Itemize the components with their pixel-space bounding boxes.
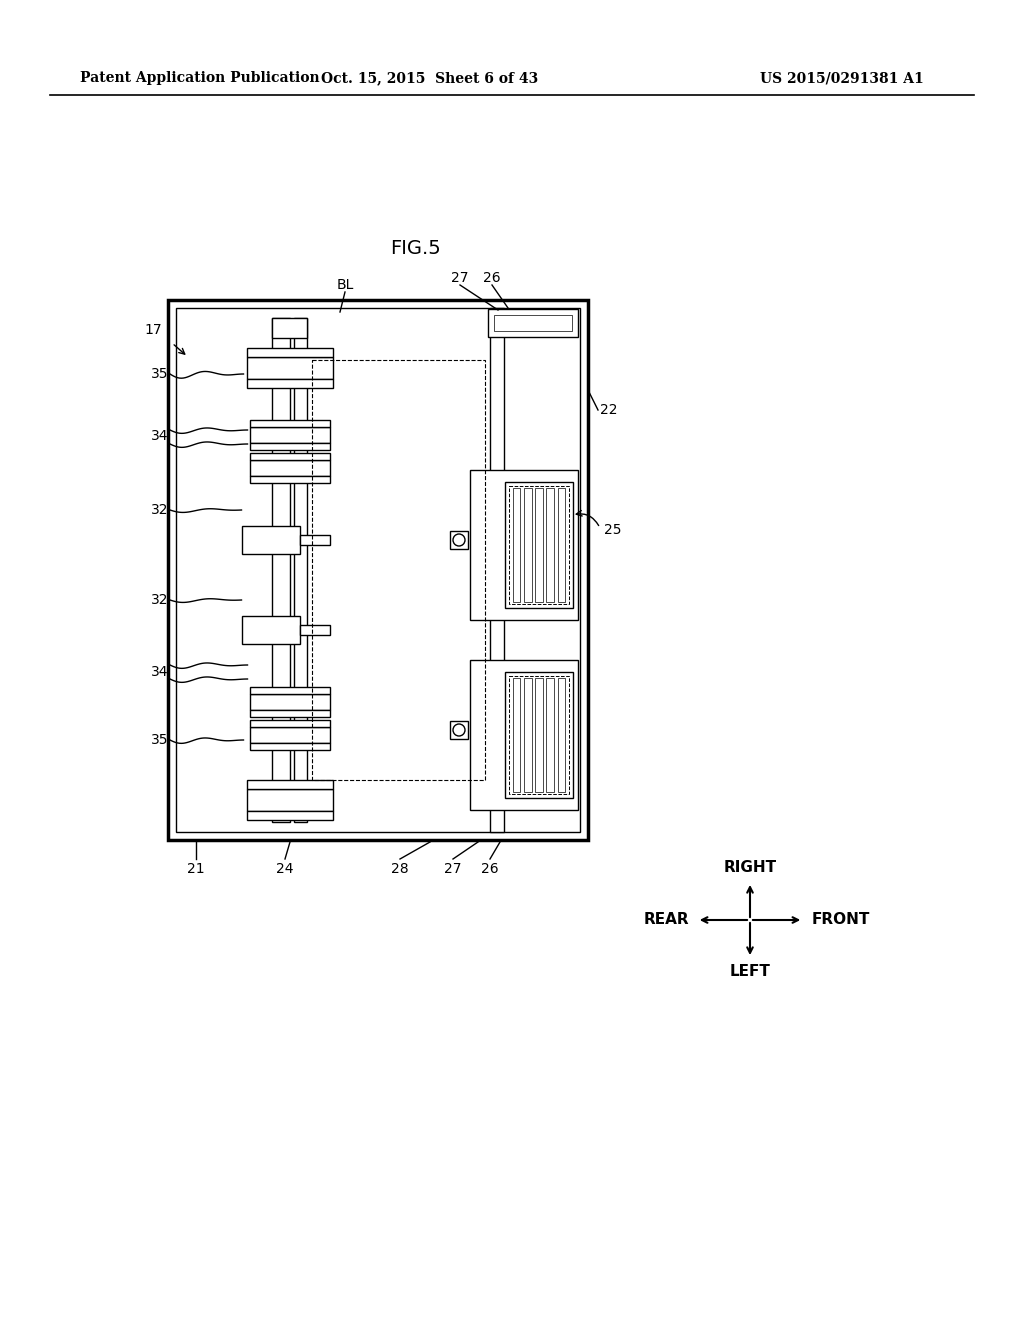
Bar xyxy=(242,525,299,554)
Text: 35: 35 xyxy=(151,733,168,747)
Bar xyxy=(250,710,330,717)
Bar xyxy=(250,453,330,459)
Bar xyxy=(450,531,468,549)
Text: FRONT: FRONT xyxy=(812,912,870,928)
Bar xyxy=(250,459,330,477)
Bar xyxy=(524,678,531,792)
Bar xyxy=(247,780,333,789)
Text: FIG.5: FIG.5 xyxy=(389,239,440,257)
Circle shape xyxy=(453,535,465,546)
Bar xyxy=(250,426,330,444)
Bar xyxy=(558,678,565,792)
Bar xyxy=(494,315,572,331)
Text: RIGHT: RIGHT xyxy=(723,861,776,875)
Bar xyxy=(247,356,333,379)
Bar xyxy=(247,789,333,810)
Bar xyxy=(558,488,565,602)
Text: Patent Application Publication: Patent Application Publication xyxy=(80,71,319,84)
Bar xyxy=(250,719,330,727)
Bar xyxy=(509,676,569,795)
Bar xyxy=(509,486,569,605)
Text: 32: 32 xyxy=(151,593,168,607)
Bar xyxy=(247,348,333,356)
Bar xyxy=(299,535,330,545)
Text: LEFT: LEFT xyxy=(729,965,770,979)
Bar xyxy=(250,727,330,743)
Text: US 2015/0291381 A1: US 2015/0291381 A1 xyxy=(760,71,924,84)
Text: 26: 26 xyxy=(483,271,501,285)
Bar xyxy=(176,308,580,832)
Text: 27: 27 xyxy=(444,862,462,876)
Text: 34: 34 xyxy=(151,429,168,444)
Bar xyxy=(294,318,307,822)
Bar xyxy=(272,318,307,338)
Bar xyxy=(536,678,543,792)
Bar xyxy=(505,672,573,799)
Text: 24: 24 xyxy=(276,862,294,876)
Bar xyxy=(505,482,573,609)
Bar xyxy=(242,616,299,644)
Text: 22: 22 xyxy=(600,403,617,417)
Bar xyxy=(272,318,290,822)
Bar xyxy=(488,309,578,337)
Text: 21: 21 xyxy=(187,862,205,876)
Text: 17: 17 xyxy=(144,323,162,337)
Bar xyxy=(547,488,554,602)
Bar xyxy=(524,488,531,602)
Bar xyxy=(470,660,578,810)
Text: 25: 25 xyxy=(604,523,622,537)
Text: 28: 28 xyxy=(391,862,409,876)
Bar xyxy=(312,360,485,780)
Bar xyxy=(250,743,330,750)
Text: 35: 35 xyxy=(151,367,168,381)
Text: REAR: REAR xyxy=(644,912,689,928)
Bar xyxy=(450,721,468,739)
Text: Oct. 15, 2015  Sheet 6 of 43: Oct. 15, 2015 Sheet 6 of 43 xyxy=(322,71,539,84)
Text: 32: 32 xyxy=(151,503,168,517)
Bar xyxy=(250,477,330,483)
Text: BL: BL xyxy=(336,279,353,292)
Circle shape xyxy=(453,723,465,737)
Bar xyxy=(250,420,330,426)
Text: 27: 27 xyxy=(452,271,469,285)
Bar xyxy=(250,444,330,450)
Bar xyxy=(299,624,330,635)
Bar xyxy=(168,300,588,840)
Bar xyxy=(470,470,578,620)
Bar xyxy=(247,379,333,388)
Bar xyxy=(547,678,554,792)
Bar xyxy=(513,678,520,792)
Bar xyxy=(250,694,330,710)
Text: 34: 34 xyxy=(151,665,168,678)
Text: 26: 26 xyxy=(481,862,499,876)
Bar xyxy=(250,686,330,694)
Bar xyxy=(247,810,333,820)
Bar xyxy=(513,488,520,602)
Bar xyxy=(490,308,504,832)
Bar xyxy=(536,488,543,602)
